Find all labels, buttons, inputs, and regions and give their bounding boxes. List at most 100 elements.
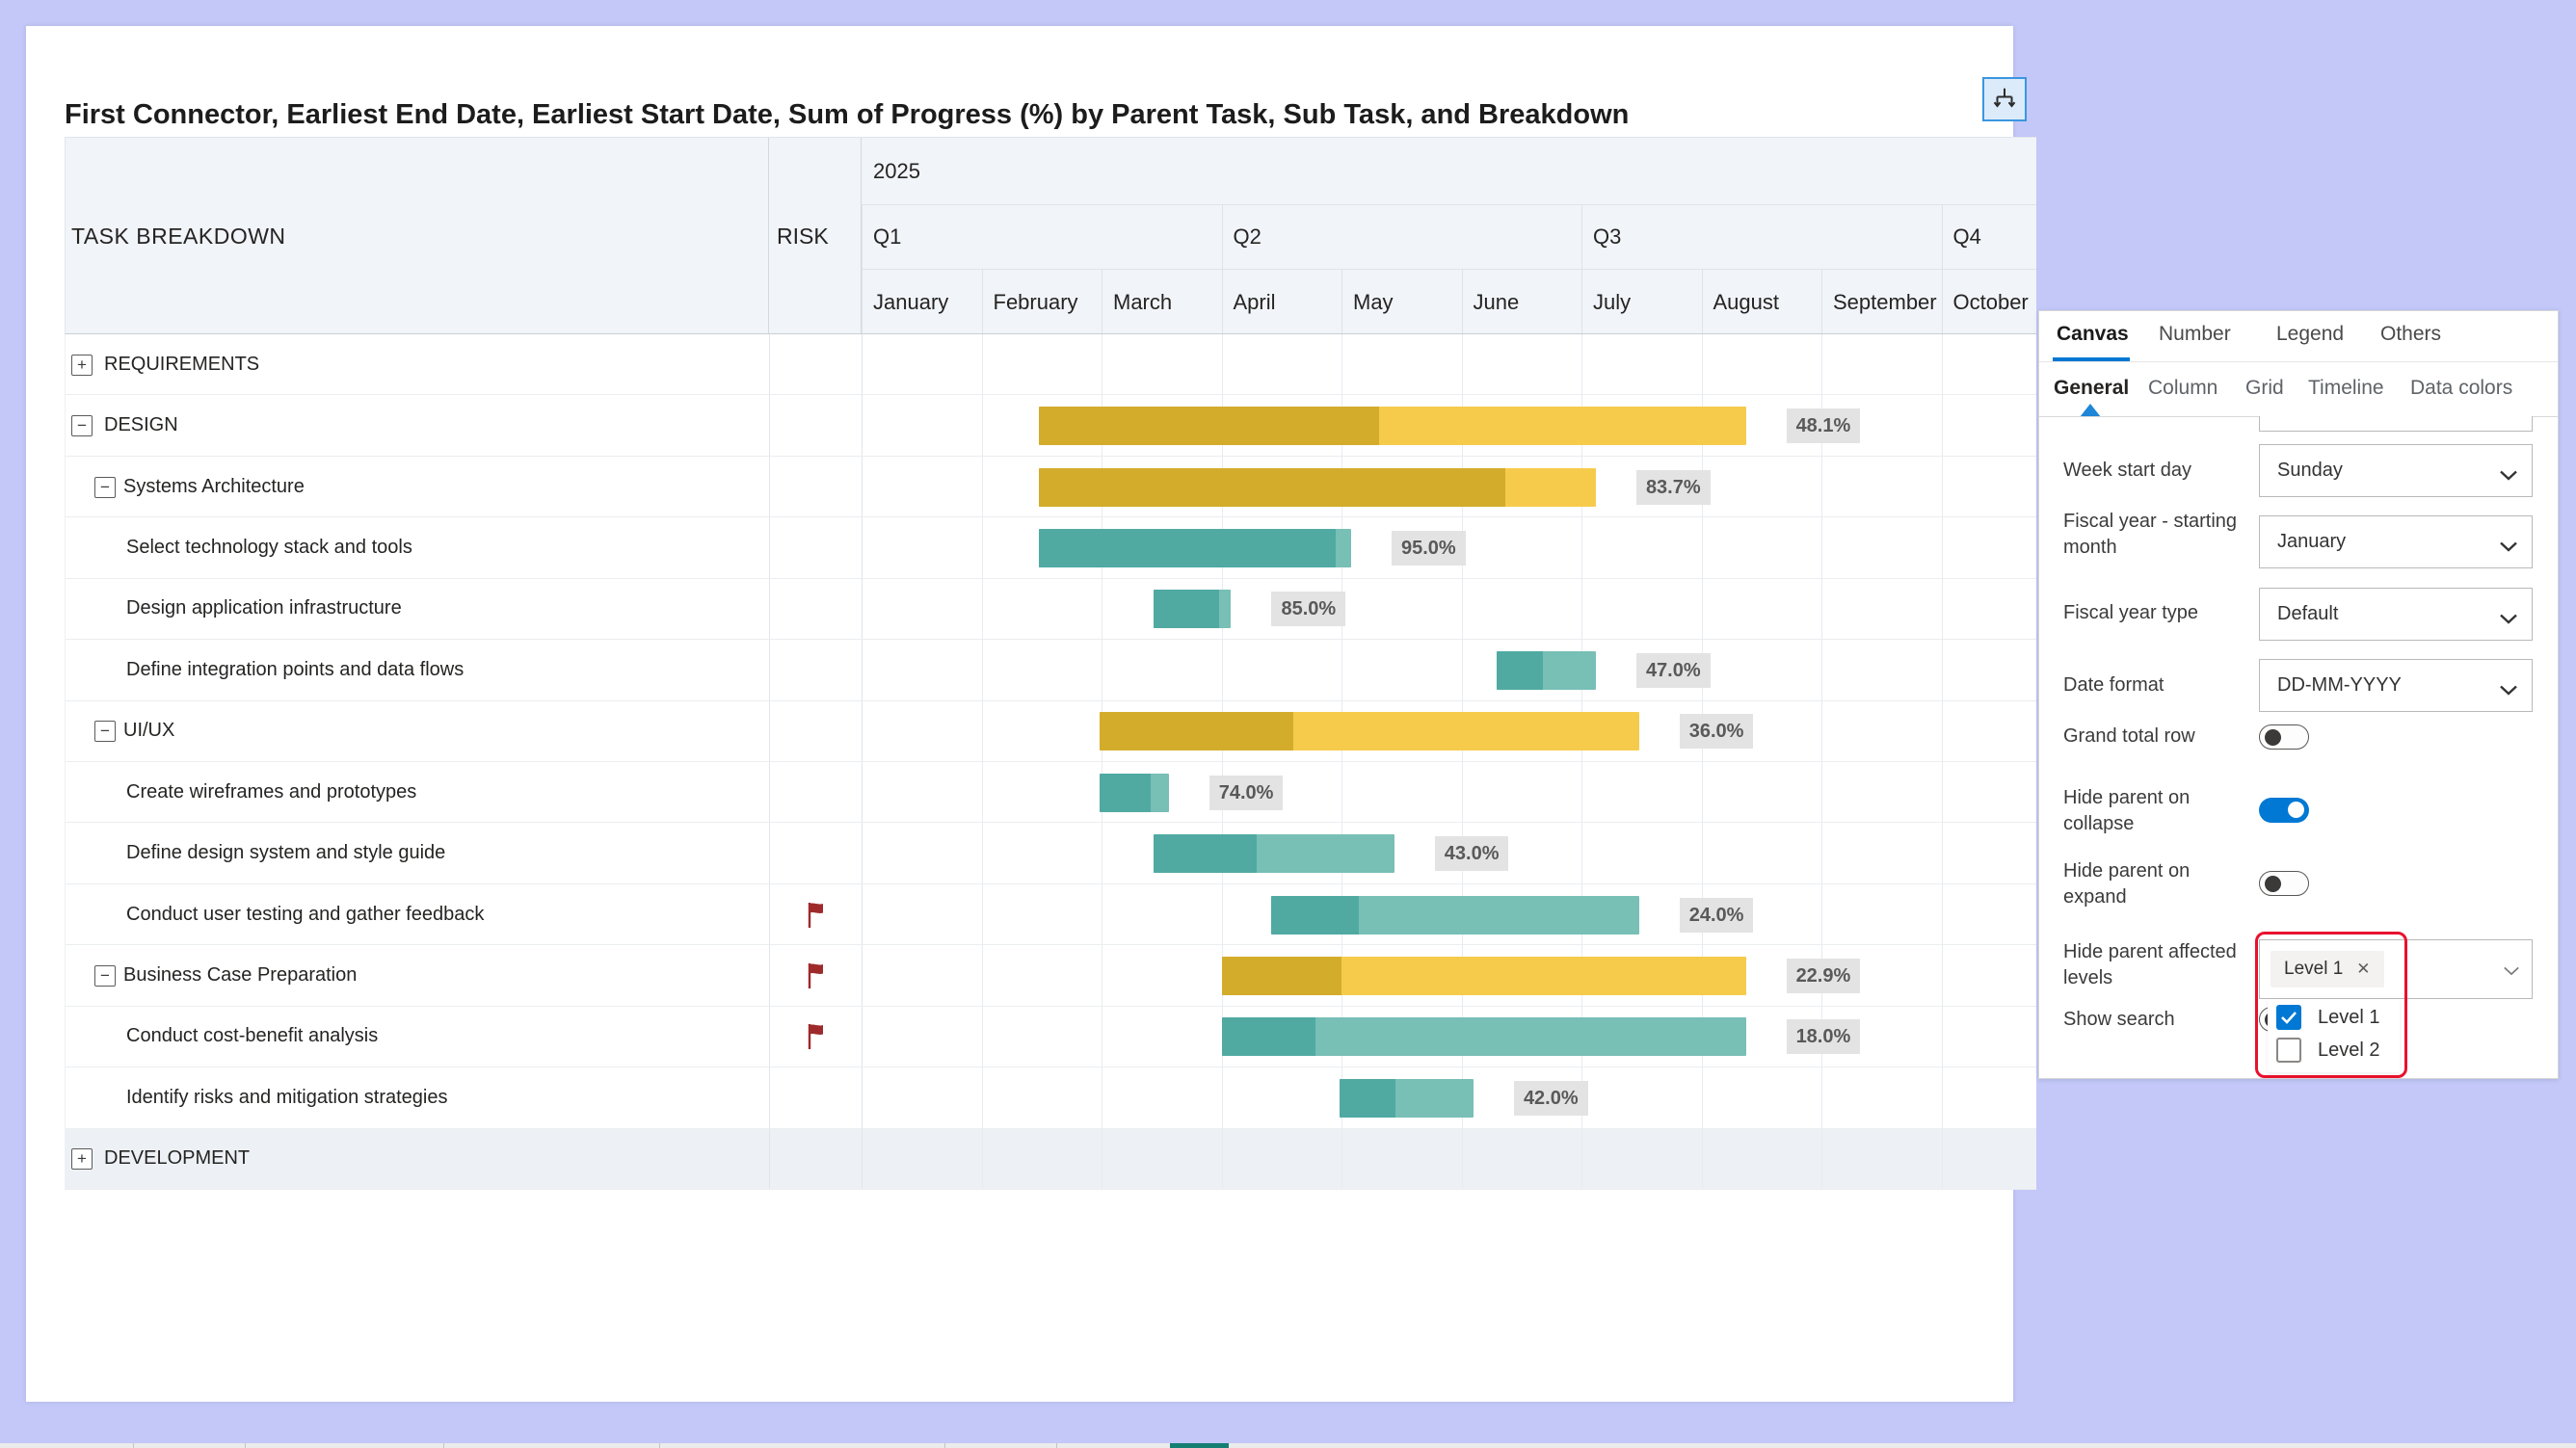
gantt-row-development[interactable]: + DEVELOPMENT (66, 1129, 2036, 1190)
toggle-knob (2265, 728, 2281, 746)
tab-others[interactable]: Others (2380, 323, 2442, 345)
subtab-data-colors[interactable]: Data colors (2410, 377, 2513, 399)
progress-label: 43.0% (1434, 836, 1509, 872)
gantt-row-define-integration-points-and-data-flows[interactable]: Define integration points and data flows… (66, 640, 2036, 701)
risk-column-header: RISK (769, 138, 862, 333)
format-pane: Canvas Number Legend Others General Column Gr… (2038, 310, 2559, 1079)
month-gridline (1701, 334, 1703, 1190)
task-label: DEVELOPMENT (104, 1147, 251, 1170)
expand-all-button[interactable] (1982, 77, 2027, 121)
level-option-level-2[interactable]: Level 2 (2276, 1038, 2380, 1063)
hide-parent-on-collapse-toggle[interactable] (2259, 798, 2309, 823)
remove-icon[interactable]: ✕ (2356, 960, 2371, 978)
scrolled-select-partial[interactable] (2259, 416, 2533, 432)
gantt-bar-progress (1039, 407, 1379, 446)
hide-parent-affected-levels-select[interactable]: Level 1 ✕ (2259, 939, 2533, 999)
gantt-row-create-wireframes-and-prototypes[interactable]: Create wireframes and prototypes 74.0% (66, 762, 2036, 824)
gantt-bar-design[interactable] (1039, 407, 1746, 446)
tab-legend[interactable]: Legend (2276, 323, 2345, 345)
window-edge-separator (443, 1443, 444, 1448)
hide-parent-on-expand-toggle[interactable] (2259, 871, 2309, 896)
gantt-row-ui-ux[interactable]: − UI/UX 36.0% (66, 701, 2036, 762)
month-gridline (1221, 334, 1223, 1190)
collapse-icon[interactable]: − (94, 476, 116, 498)
gantt-row-define-design-system-and-style-guide[interactable]: Define design system and style guide 43.0… (66, 823, 2036, 884)
gantt-bar-ui-ux[interactable] (1099, 712, 1639, 751)
hide-parent-on-collapse-label: Hide parent on collapse (2063, 787, 2191, 834)
gantt-row-design[interactable]: − DESIGN 48.1% (66, 395, 2036, 457)
checkbox-checked[interactable] (2276, 1005, 2301, 1030)
gantt-bar-identify-risks-and-mitigation-strategies[interactable] (1339, 1078, 1474, 1118)
subtab-general[interactable]: General (2054, 377, 2130, 399)
fiscal-year-starting-month-select[interactable]: January (2259, 515, 2533, 568)
month-header-august: August (1701, 270, 1822, 333)
toggle-knob (2265, 875, 2281, 892)
gantt-bar-progress (1339, 1078, 1396, 1118)
progress-label: 74.0% (1208, 775, 1284, 810)
gantt-body: + REQUIREMENTS − DESIGN 48.1% − Systems Archit… (65, 334, 2036, 1190)
progress-label: 83.7% (1635, 469, 1711, 505)
task-label: Define design system and style guide (126, 842, 446, 864)
chevron-down-icon (2499, 680, 2518, 702)
gantt-bar-define-integration-points-and-data-flows[interactable] (1496, 650, 1596, 690)
bottom-window-edge (0, 1443, 2576, 1448)
active-subtab-caret (2080, 404, 2101, 417)
window-edge-separator (659, 1443, 660, 1448)
tab-canvas[interactable]: Canvas (2057, 323, 2129, 345)
row-shade-development (66, 1128, 2036, 1190)
month-gridline (1461, 334, 1463, 1190)
gantt-bar-business-case-preparation[interactable] (1221, 957, 1746, 995)
task-label: Design application infrastructure (126, 597, 402, 619)
gantt-row-requirements[interactable]: + REQUIREMENTS (66, 334, 2036, 396)
gantt-bar-create-wireframes-and-prototypes[interactable] (1099, 773, 1169, 812)
gantt-bar-conduct-cost-benefit-analysis[interactable] (1221, 1017, 1746, 1057)
quarter-header-q4: Q4 (1941, 205, 2036, 270)
task-label: Systems Architecture (123, 475, 305, 497)
gantt-row-design-application-infrastructure[interactable]: Design application infrastructure 85.0% (66, 579, 2036, 641)
subtab-column[interactable]: Column (2148, 377, 2218, 399)
level-1-chip[interactable]: Level 1 ✕ (2271, 951, 2384, 987)
expand-icon[interactable]: + (71, 354, 93, 376)
level-option-level-1[interactable]: Level 1 (2276, 1005, 2380, 1030)
task-label: REQUIREMENTS (104, 353, 260, 375)
gantt-row-conduct-cost-benefit-analysis[interactable]: Conduct cost-benefit analysis 18.0% (66, 1007, 2036, 1068)
fiscal-year-starting-month-value: January (2277, 531, 2347, 552)
collapse-icon[interactable]: − (71, 415, 93, 437)
expand-all-icon (1990, 85, 2019, 114)
expand-icon[interactable]: + (71, 1148, 93, 1171)
progress-label: 36.0% (1679, 714, 1754, 750)
collapse-icon[interactable]: − (94, 721, 116, 743)
gantt-bar-progress (1270, 895, 1360, 935)
fiscal-year-type-select[interactable]: Default (2259, 588, 2533, 641)
gantt-row-systems-architecture[interactable]: − Systems Architecture 83.7% (66, 457, 2036, 518)
month-header-april: April (1221, 270, 1342, 333)
progress-label: 24.0% (1679, 897, 1754, 933)
window-edge-teal-segment (1170, 1443, 1229, 1448)
collapse-icon[interactable]: − (94, 965, 116, 987)
gantt-row-conduct-user-testing-and-gather-feedback[interactable]: Conduct user testing and gather feedback… (66, 884, 2036, 946)
tab-number[interactable]: Number (2159, 323, 2231, 345)
level-option-label: Level 1 (2318, 1006, 2380, 1028)
gantt-row-select-technology-stack-and-tools[interactable]: Select technology stack and tools 95.0% (66, 517, 2036, 579)
gantt-bar-conduct-user-testing-and-gather-feedback[interactable] (1270, 895, 1639, 935)
chevron-down-icon (2503, 964, 2520, 982)
gantt-row-identify-risks-and-mitigation-strategies[interactable]: Identify risks and mitigation strategies… (66, 1067, 2036, 1129)
subtab-grid[interactable]: Grid (2245, 377, 2284, 399)
grand-total-row-toggle[interactable] (2259, 724, 2309, 750)
task-label: UI/UX (123, 720, 175, 742)
date-format-select[interactable]: DD-MM-YYYY (2259, 659, 2533, 712)
week-start-day-select[interactable]: Sunday (2259, 444, 2533, 497)
gantt-bar-design-application-infrastructure[interactable] (1153, 590, 1232, 629)
gantt-bar-define-design-system-and-style-guide[interactable] (1153, 834, 1394, 874)
toggle-knob (2288, 802, 2304, 818)
gantt-bar-select-technology-stack-and-tools[interactable] (1039, 528, 1351, 567)
gantt-bar-systems-architecture[interactable] (1039, 467, 1596, 507)
task-label: Business Case Preparation (123, 964, 358, 986)
gantt-bar-progress (1153, 590, 1220, 629)
gantt-row-business-case-preparation[interactable]: − Business Case Preparation 22.9% (66, 945, 2036, 1007)
gantt-bar-progress (1039, 467, 1505, 507)
subtab-timeline[interactable]: Timeline (2308, 377, 2384, 399)
chip-label: Level 1 (2284, 959, 2344, 979)
checkbox-unchecked[interactable] (2276, 1038, 2301, 1063)
date-format-label: Date format (2063, 674, 2164, 696)
